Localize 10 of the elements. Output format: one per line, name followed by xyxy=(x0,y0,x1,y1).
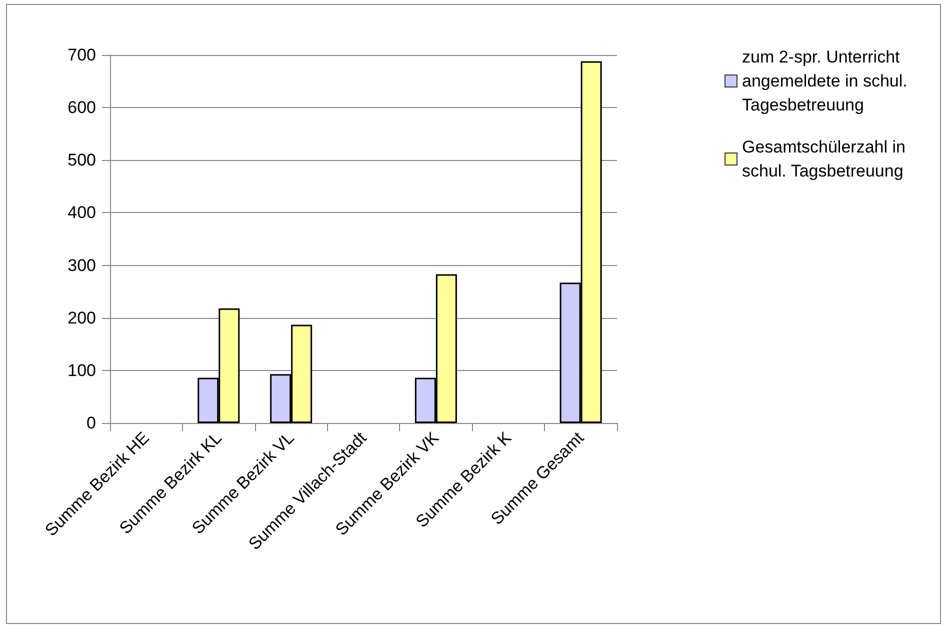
y-tick-label: 0 xyxy=(86,414,96,432)
y-tick-label: 300 xyxy=(68,256,96,275)
y-tick-label: 400 xyxy=(68,203,96,222)
y-tick-label: 200 xyxy=(68,308,96,328)
legend-label: zum 2-spr. Unterricht angemeldete in schul. Tagesbetreuung xyxy=(742,48,912,114)
y-tick-label: 600 xyxy=(68,98,96,118)
legend-label: Gesamtschülerzahl in schul. Tagsbetreuung xyxy=(742,138,910,180)
y-tick-label: 500 xyxy=(68,150,96,170)
y-tick-label: 700 xyxy=(68,46,96,64)
y-tick-label: 100 xyxy=(68,360,96,380)
